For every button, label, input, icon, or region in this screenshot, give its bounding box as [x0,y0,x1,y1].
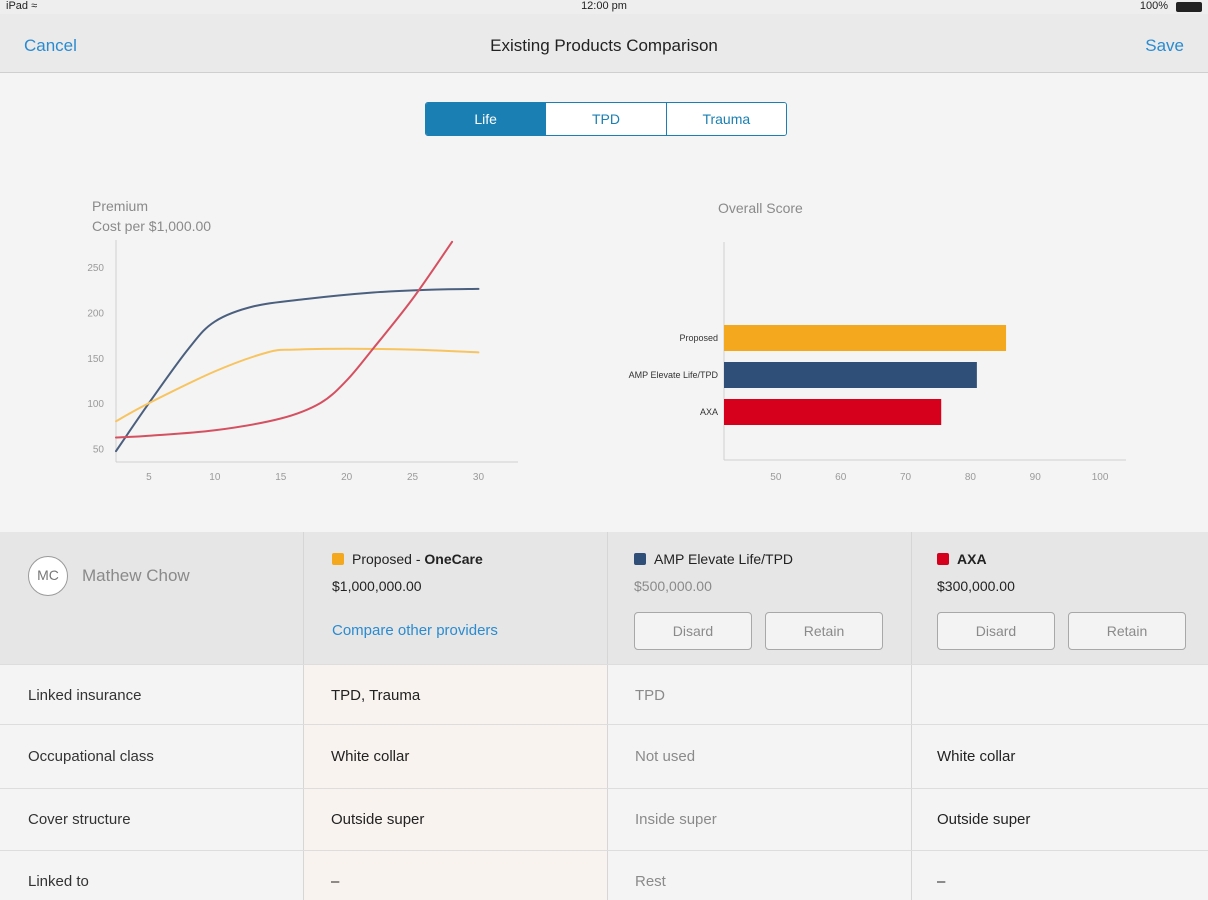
client-name: Mathew Chow [82,566,190,585]
device-label: iPad ≈ [6,0,37,12]
x-tick-label: 70 [900,472,912,483]
x-tick-label: 20 [341,472,353,483]
column-divider [303,532,304,900]
row-divider [0,788,1208,789]
x-tick-label: 80 [965,472,977,483]
table-cell: Inside super [635,811,717,828]
series-line-axa [115,240,454,439]
table-cell: TPD [635,687,665,704]
bar [724,399,942,425]
y-tick-label: 50 [93,444,105,455]
status-bar: iPad ≈ 12:00 pm 100% [0,0,1208,14]
device-name: iPad [6,0,29,12]
battery-icon [1176,2,1202,12]
x-tick-label: 25 [407,472,419,483]
row-label-occupational-class: Occupational class [28,748,154,765]
bar-category-label: AMP Elevate Life/TPD [629,370,719,380]
x-tick-label: 15 [275,472,287,483]
amp-provider-label: AMP Elevate Life/TPD [634,551,793,567]
avatar: MC [28,556,68,596]
bar-category-label: AXA [700,407,718,417]
y-tick-label: 100 [87,399,104,410]
series-line-amp-elevate-life-tpd [115,287,480,453]
axa-swatch [937,553,949,565]
table-cell: Outside super [937,811,1031,828]
battery-percent: 100% [1139,0,1168,12]
row-divider [0,850,1208,851]
tab-tpd[interactable]: TPD [545,103,666,135]
coverage-segmented-control: Life TPD Trauma [425,102,787,136]
page-title: Existing Products Comparison [490,36,718,55]
x-tick-label: 90 [1030,472,1042,483]
x-tick-label: 50 [770,472,782,483]
premium-title: Premium [92,198,149,214]
bar-category-label: Proposed [679,333,718,343]
compare-providers-link[interactable]: Compare other providers [332,622,498,639]
wifi-icon: ≈ [31,0,38,12]
status-time: 12:00 pm [581,0,627,12]
y-tick-label: 200 [87,308,104,319]
row-label-cover-structure: Cover structure [28,811,131,828]
bar [724,362,977,388]
y-tick-label: 150 [87,354,104,365]
amp-swatch [634,553,646,565]
score-chart-title: Overall Score [718,200,803,216]
series-line-proposed [115,347,480,423]
table-cell: – [937,873,946,890]
row-divider [0,724,1208,725]
row-label-linked-to: Linked to [28,873,89,890]
amp-amount: $500,000.00 [634,578,712,594]
table-cell: White collar [937,748,1016,765]
table-cell: Rest [635,873,666,890]
table-cell: Outside super [331,811,425,828]
column-divider [911,532,912,900]
axa-retain-button[interactable]: Retain [1068,612,1186,650]
axa-discard-button[interactable]: Disard [937,612,1055,650]
axa-provider-label: AXA [937,551,987,567]
x-tick-label: 10 [209,472,221,483]
proposed-prefix: Proposed - [352,551,425,567]
x-tick-label: 100 [1092,472,1109,483]
proposed-provider-label: Proposed - OneCare [332,551,483,567]
proposed-swatch [332,553,344,565]
y-tick-label: 250 [87,263,104,274]
axa-amount: $300,000.00 [937,578,1015,594]
axa-product-name: AXA [957,551,987,567]
row-divider [0,664,1208,665]
x-tick-label: 5 [146,472,152,483]
tab-trauma[interactable]: Trauma [665,103,786,135]
proposed-product-name: OneCare [424,551,483,567]
comparison-table: MC Mathew Chow Proposed - OneCare $1,000… [0,532,1208,900]
tab-life[interactable]: Life [426,103,546,135]
premium-subtitle: Cost per $1,000.00 [92,218,212,234]
proposed-amount: $1,000,000.00 [332,578,422,594]
score-bar-chart: 50 60 70 80 90 100 Proposed AMP Elevate Life/TP… [629,242,1126,483]
amp-retain-button[interactable]: Retain [765,612,883,650]
navigation-bar: Cancel Existing Products Comparison Save [0,14,1208,73]
amp-product-name: AMP Elevate Life/TPD [654,551,794,567]
table-cell: Not used [635,748,696,765]
premium-chart-title: Premium Cost per $1,000.00 [92,196,211,236]
save-button[interactable]: Save [1145,36,1184,55]
column-divider [607,532,608,900]
bar [724,325,1007,351]
row-label-linked-insurance: Linked insurance [28,687,142,704]
amp-discard-button[interactable]: Disard [634,612,752,650]
premium-line-chart: 50 100 150 200 250 5 10 15 20 25 30 [87,240,518,483]
table-cell: White collar [331,748,410,765]
table-cell: – [331,873,340,890]
table-cell: TPD, Trauma [331,687,421,704]
x-tick-label: 60 [835,472,847,483]
proposed-column-highlight [304,664,607,900]
x-tick-label: 30 [473,472,485,483]
cancel-button[interactable]: Cancel [24,36,77,55]
